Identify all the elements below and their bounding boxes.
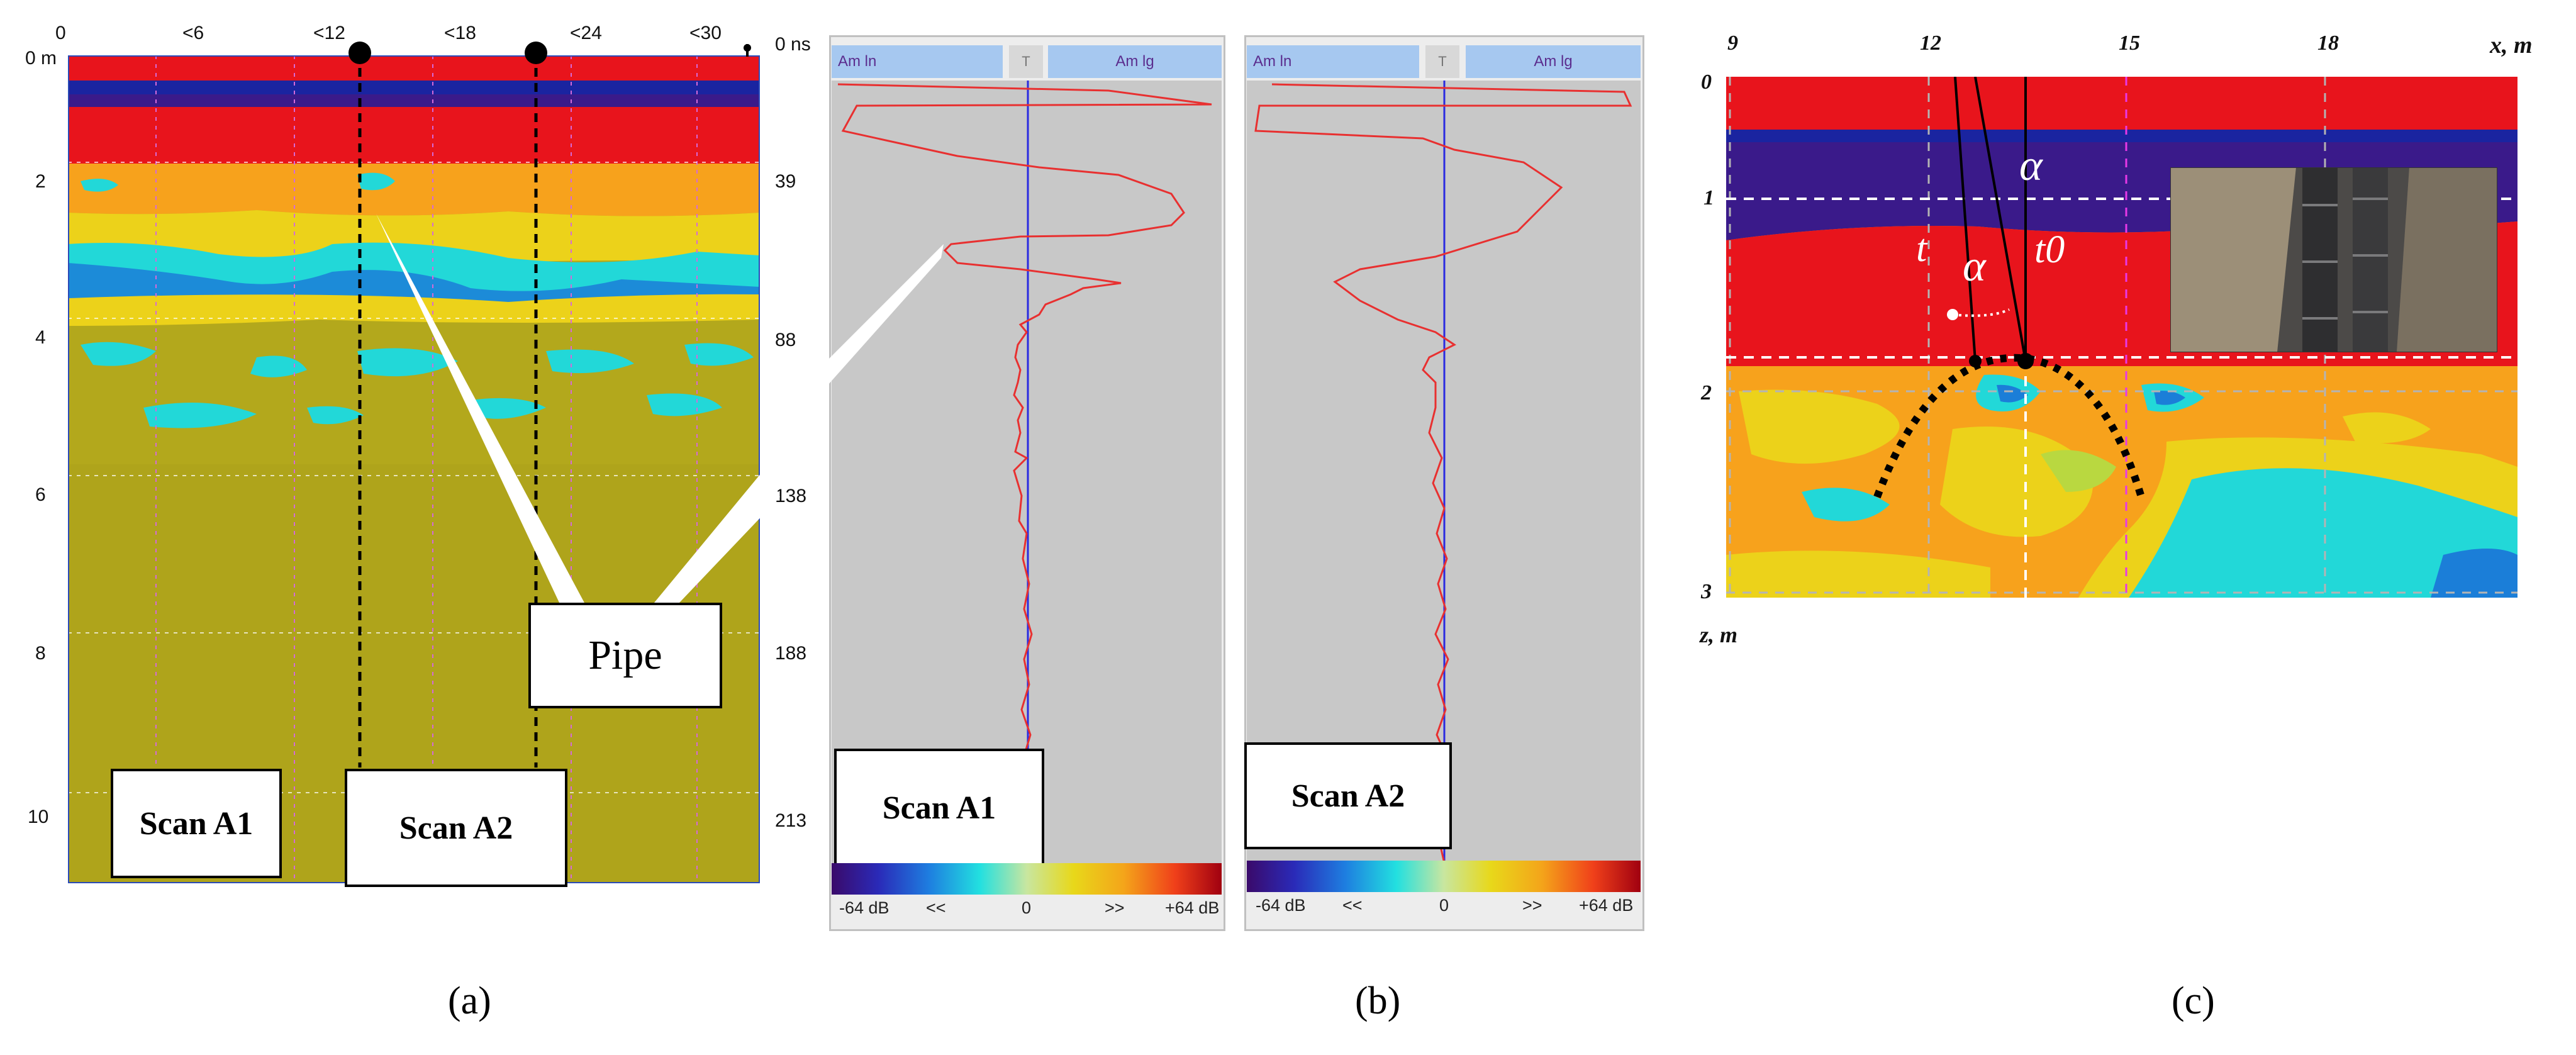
caption-a: (a) [448, 980, 491, 1022]
t-header[interactable]: T [1009, 45, 1043, 78]
z-tick-label: 0 [1701, 70, 1712, 94]
z-axis-label: z, m [1700, 622, 1738, 647]
top-tick-label: 0 [55, 23, 66, 43]
depth-tick-label: 8 [35, 643, 46, 664]
scale-right-arrow[interactable]: >> [1522, 896, 1542, 915]
pipe-label: Pipe [528, 603, 722, 708]
am-lg-header[interactable]: Am lg [1466, 45, 1641, 78]
t-header[interactable]: T [1425, 45, 1459, 78]
x-tick-label: 18 [2317, 31, 2339, 55]
trace-plot-a2 [1247, 81, 1641, 863]
trace-plot-a1 [832, 81, 1222, 863]
scan-a2-label-b: Scan A2 [1244, 742, 1452, 849]
scale-left-arrow[interactable]: << [1342, 896, 1363, 915]
top-tick-label: <6 [182, 23, 204, 43]
scan-markers-a [348, 42, 780, 768]
depth-tick-label: 6 [35, 484, 46, 505]
scale-right-arrow[interactable]: >> [1105, 898, 1125, 917]
time-tick-label: 0 ns [775, 34, 811, 55]
radargram-a [68, 55, 760, 883]
db-colorbar [832, 863, 1222, 895]
scale-mid: 0 [1022, 898, 1032, 917]
top-tick-label: <30 [689, 23, 722, 43]
am-lg-header[interactable]: Am lg [1048, 45, 1222, 78]
am-ln-header[interactable]: Am ln [832, 45, 1003, 78]
am-ln-header[interactable]: Am ln [1247, 45, 1419, 78]
top-tick-label: <24 [570, 23, 602, 43]
scale-max: +64 dB [1165, 898, 1220, 917]
scale-mid: 0 [1439, 896, 1449, 915]
top-tick-label: <12 [313, 23, 345, 43]
time-tick-label: 213 [775, 810, 807, 831]
depth-tick-label: 10 [28, 807, 49, 827]
scan-a1-label-b: Scan A1 [834, 749, 1044, 867]
depth-tick-label: 4 [35, 327, 46, 348]
db-colorbar [1247, 861, 1641, 892]
trench-photo [2170, 167, 2497, 352]
time-tick-label: 188 [775, 643, 807, 664]
scale-left-arrow[interactable]: << [926, 898, 946, 917]
time-tick-label: 138 [775, 486, 807, 506]
radargram-c [1726, 77, 2517, 598]
z-tick-label: 2 [1701, 381, 1712, 405]
scale-min: -64 dB [1256, 896, 1306, 915]
x-tick-label: 12 [1920, 31, 1941, 55]
t-label: t [1916, 227, 1927, 270]
scale-max: +64 dB [1579, 896, 1634, 915]
t0-label: t0 [2034, 228, 2065, 271]
z-tick-label: 3 [1701, 580, 1712, 603]
alpha-lower-label: α [1963, 242, 1986, 291]
top-tick-label: <18 [444, 23, 476, 43]
x-tick-label: 9 [1727, 31, 1738, 55]
scan-a1-label: Scan A1 [111, 769, 282, 878]
scale-min: -64 dB [839, 898, 889, 917]
alpha-upper-label: α [2019, 142, 2043, 190]
caption-b: (b) [1355, 980, 1401, 1022]
depth-tick-label: 0 m [25, 48, 57, 69]
scan-a2-label: Scan A2 [345, 769, 567, 887]
z-tick-label: 1 [1703, 186, 1714, 209]
pipe-pointer-wedge [818, 244, 944, 396]
time-tick-label: 39 [775, 171, 796, 192]
depth-tick-label: 2 [35, 171, 46, 192]
caption-c: (c) [2172, 980, 2215, 1022]
time-tick-label: 88 [775, 330, 796, 350]
x-tick-label: 15 [2119, 31, 2140, 55]
x-axis-label: x, m [2490, 32, 2533, 59]
